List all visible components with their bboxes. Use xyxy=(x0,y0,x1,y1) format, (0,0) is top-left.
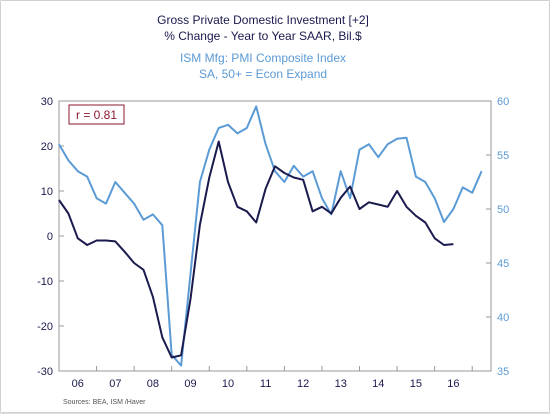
series-line-investment xyxy=(58,140,454,359)
right-tick-label: 35 xyxy=(497,366,509,378)
x-axis: 06 07 08 09 10 11 12 13 14 15 16 xyxy=(58,366,473,390)
x-tick-label: 10 xyxy=(222,378,234,390)
series-line-pmi xyxy=(58,105,483,367)
correlation-annotation: r = 0.81 xyxy=(68,104,125,125)
x-tick-label: 15 xyxy=(410,378,422,390)
right-tick-label: 40 xyxy=(497,312,509,324)
x-tick-label: 11 xyxy=(260,378,271,390)
right-tick-label: 55 xyxy=(497,150,509,162)
right-tick-label: 60 xyxy=(497,96,509,108)
right-tick-label: 50 xyxy=(497,204,509,216)
x-tick-label: 12 xyxy=(297,378,309,390)
x-tick-label: 07 xyxy=(109,378,121,390)
left-tick-label: 20 xyxy=(41,141,53,153)
annotation-text: r = 0.81 xyxy=(76,108,117,122)
left-tick-label: -20 xyxy=(37,321,53,333)
x-tick-label: 13 xyxy=(335,378,347,390)
right-tick-label: 45 xyxy=(497,258,509,270)
chart-title-line1: Gross Private Domestic Investment [+2] xyxy=(157,13,369,27)
left-tick-label: 0 xyxy=(47,231,53,243)
left-tick-label: 10 xyxy=(41,186,53,198)
left-tick-label: -30 xyxy=(37,366,53,378)
chart-subtitle-line1: ISM Mfg: PMI Composite Index xyxy=(180,51,346,65)
x-tick-label: 06 xyxy=(72,378,84,390)
chart-title-line2: % Change - Year to Year SAAR, Bil.$ xyxy=(164,29,362,43)
plot-area xyxy=(58,100,492,372)
right-axis: 35 40 45 50 55 60 xyxy=(486,96,509,378)
chart-subtitle-line2: SA, 50+ = Econ Expand xyxy=(199,67,327,81)
left-tick-label: -10 xyxy=(37,276,53,288)
x-tick-label: 08 xyxy=(147,378,159,390)
x-tick-label: 16 xyxy=(447,378,459,390)
left-axis: -30 -20 -10 0 10 20 30 xyxy=(37,96,64,378)
left-tick-label: 30 xyxy=(41,96,53,108)
source-note: Sources: BEA, ISM /Haver xyxy=(63,399,146,406)
x-tick-label: 09 xyxy=(184,378,196,390)
x-tick-label: 14 xyxy=(372,378,384,390)
annotation-box xyxy=(68,104,125,125)
